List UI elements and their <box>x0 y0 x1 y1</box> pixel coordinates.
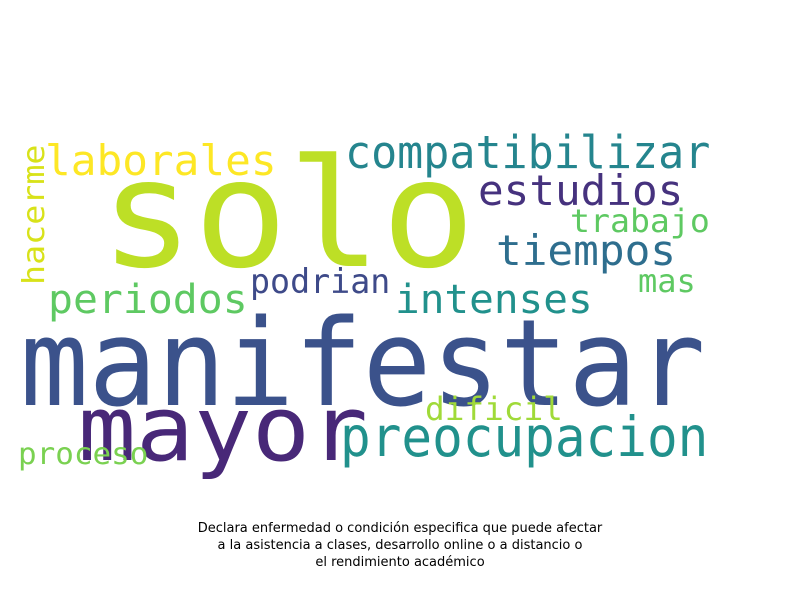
caption-line-1: Declara enfermedad o condición especific… <box>197 521 603 536</box>
word-mas: mas <box>638 262 696 300</box>
word-laborales: laborales <box>45 136 277 185</box>
word-hacerme: hacerme <box>17 144 52 285</box>
word-proceso: proceso <box>18 437 149 472</box>
word-intenses: intenses <box>395 277 593 323</box>
word-periodos: periodos <box>48 277 248 323</box>
word-tiempos: tiempos <box>496 226 677 275</box>
word-preocupacion: preocupacion <box>340 405 709 469</box>
word-podrian: podrian <box>250 262 391 302</box>
word-solo: solo <box>100 128 476 302</box>
word-trabajo: trabajo <box>570 202 710 240</box>
caption-line-3: el rendimiento académico <box>315 555 485 570</box>
word-manifestar: manifestar <box>20 295 706 434</box>
word-compatibilizar: compatibilizar <box>345 126 711 179</box>
chart-caption: Declara enfermedad o condición especific… <box>0 520 800 571</box>
caption-line-2: a la asistencia a clases, desarrollo onl… <box>217 538 583 553</box>
word-dificil: dificil <box>425 390 563 428</box>
word-estudios: estudios <box>478 166 684 215</box>
word-mayor: mayor <box>78 377 368 482</box>
